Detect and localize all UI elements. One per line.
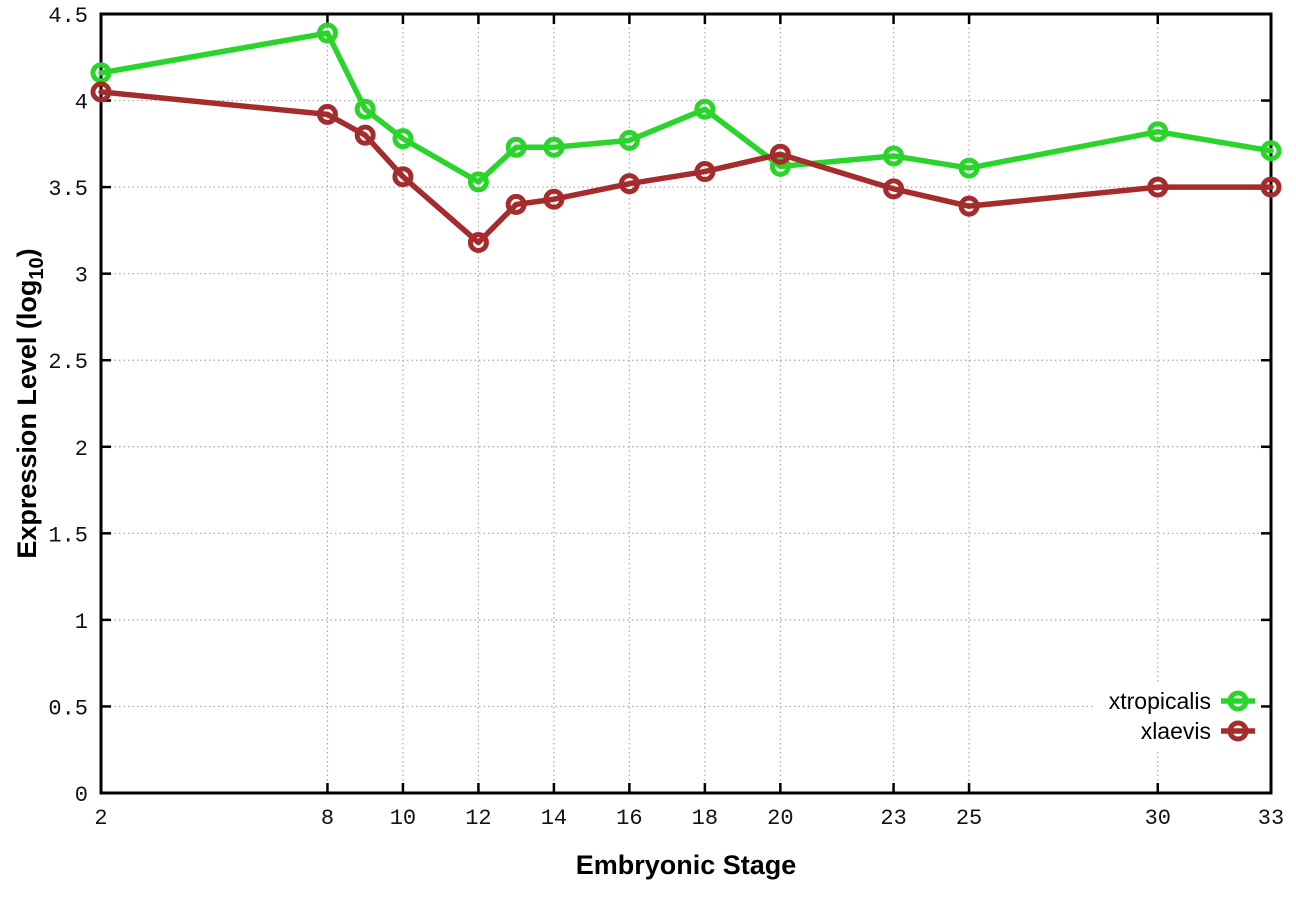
legend: xtropicalis xlaevis bbox=[1109, 688, 1255, 744]
series-xtropicalis bbox=[90, 22, 1282, 193]
series-xlaevis-marker bbox=[1147, 176, 1169, 198]
y-tick-label: 2.5 bbox=[48, 350, 88, 375]
series-xtropicalis-marker bbox=[883, 145, 905, 167]
y-tick-label: 4.5 bbox=[48, 4, 88, 29]
series-xtropicalis-marker bbox=[694, 98, 716, 120]
tick-marks bbox=[99, 12, 1273, 795]
series-xtropicalis-marker bbox=[1147, 121, 1169, 143]
series-xtropicalis-marker bbox=[467, 171, 489, 193]
series-xtropicalis-marker bbox=[90, 62, 112, 84]
y-tick-label: 1.5 bbox=[48, 523, 88, 548]
legend-label-xlaevis: xlaevis bbox=[1141, 718, 1211, 744]
y-tick-label: 2 bbox=[75, 437, 88, 462]
legend-marker-xlaevis bbox=[1227, 720, 1249, 742]
series-xtropicalis-marker bbox=[769, 155, 791, 177]
series-xtropicalis-marker bbox=[316, 22, 338, 44]
x-tick-label: 16 bbox=[616, 806, 642, 831]
x-tick-label: 33 bbox=[1258, 806, 1284, 831]
y-tick-label: 0 bbox=[75, 783, 88, 808]
x-tick-label: 2 bbox=[94, 806, 107, 831]
series-xlaevis-marker bbox=[505, 193, 527, 215]
series-xlaevis-marker bbox=[316, 103, 338, 125]
x-tick-label: 18 bbox=[692, 806, 718, 831]
series-xlaevis-marker bbox=[883, 178, 905, 200]
y-tick-label: 3 bbox=[75, 264, 88, 289]
y-tick-label: 3.5 bbox=[48, 177, 88, 202]
y-tick-label: 4 bbox=[75, 91, 88, 116]
series-xtropicalis-marker bbox=[392, 128, 414, 150]
y-tick-label: 1 bbox=[75, 610, 88, 635]
y-tick-label: 0.5 bbox=[48, 696, 88, 721]
series-xlaevis-marker bbox=[543, 188, 565, 210]
x-tick-label: 14 bbox=[541, 806, 567, 831]
x-tick-label: 30 bbox=[1145, 806, 1171, 831]
legend-marker-xtropicalis bbox=[1227, 690, 1249, 712]
series-xtropicalis-marker bbox=[958, 157, 980, 179]
series-xtropicalis-marker bbox=[618, 129, 640, 151]
plot-border bbox=[99, 12, 1273, 795]
series-xlaevis-marker bbox=[958, 195, 980, 217]
series-xlaevis-marker bbox=[467, 232, 489, 254]
series-xlaevis-marker bbox=[694, 161, 716, 183]
series-xlaevis-marker bbox=[618, 173, 640, 195]
series-xtropicalis-marker bbox=[543, 136, 565, 158]
series-xlaevis-marker bbox=[354, 124, 376, 146]
x-tick-label: 23 bbox=[880, 806, 906, 831]
x-axis-label: Embryonic Stage bbox=[576, 850, 797, 880]
x-tick-label: 10 bbox=[390, 806, 416, 831]
x-tick-label: 25 bbox=[956, 806, 982, 831]
series-xlaevis-marker bbox=[1260, 176, 1282, 198]
series-xlaevis-marker bbox=[769, 143, 791, 165]
series-xtropicalis-marker bbox=[1260, 140, 1282, 162]
series-xtropicalis-marker bbox=[354, 98, 376, 120]
y-axis-label: Expression Level (log10) bbox=[12, 248, 48, 558]
x-tick-label: 8 bbox=[321, 806, 334, 831]
x-tick-label: 20 bbox=[767, 806, 793, 831]
legend-label-xtropicalis: xtropicalis bbox=[1109, 688, 1211, 714]
series-xtropicalis-marker bbox=[505, 136, 527, 158]
series-xlaevis-marker bbox=[392, 166, 414, 188]
series-xlaevis-marker bbox=[90, 81, 112, 103]
x-tick-label: 12 bbox=[465, 806, 491, 831]
series-xlaevis bbox=[90, 81, 1282, 254]
